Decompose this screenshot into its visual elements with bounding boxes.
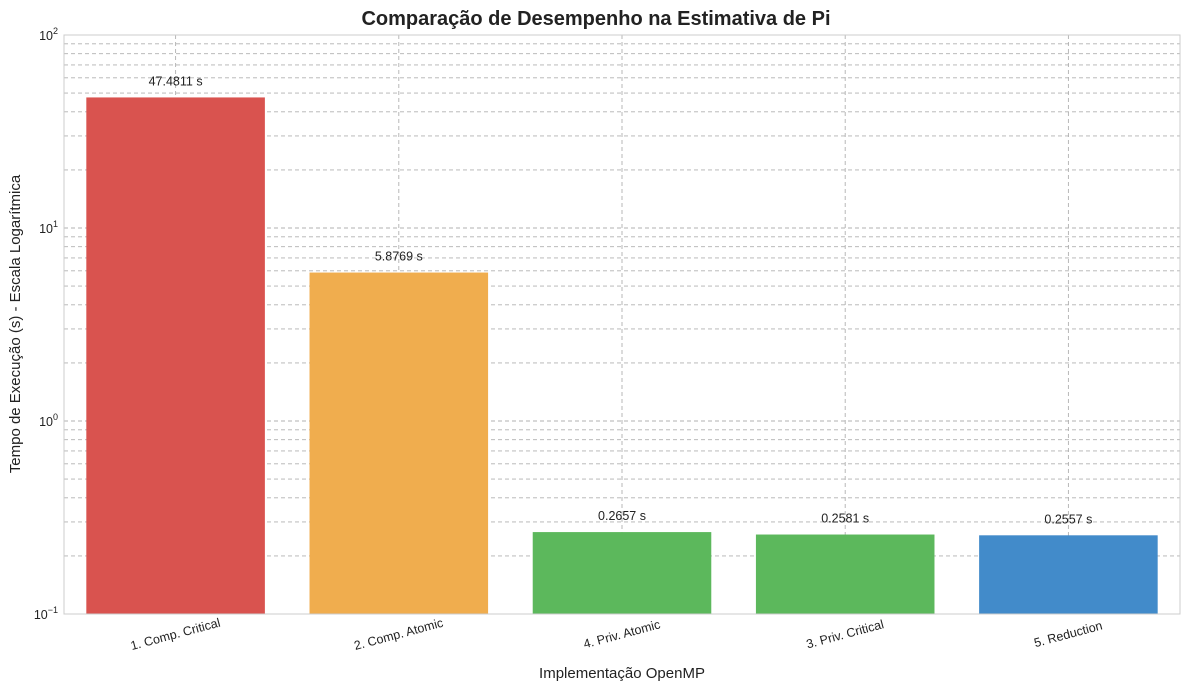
x-tick-label: 3. Priv. Critical <box>805 617 886 651</box>
chart-title: Comparação de Desempenho na Estimativa d… <box>361 8 830 30</box>
y-tick: 102 <box>39 26 58 43</box>
y-tick: 100 <box>39 412 58 429</box>
x-tick-layer: 1. Comp. Critical 2. Comp. Atomic 4. Priv.… <box>129 616 1104 653</box>
bar <box>86 97 265 614</box>
y-tick-label: 102 <box>39 26 58 43</box>
y-tick: 101 <box>39 219 58 236</box>
x-tick-label: 5. Reduction <box>1033 618 1104 650</box>
x-tick-label: 1. Comp. Critical <box>129 616 222 653</box>
y-tick: 10−1 <box>34 605 58 622</box>
y-tick-label: 10−1 <box>34 605 58 622</box>
x-tick-label: 2. Comp. Atomic <box>353 616 445 653</box>
y-axis-label: Tempo de Execução (s) - Escala Logarítmi… <box>7 174 24 473</box>
bar <box>755 534 935 614</box>
data-label-layer: 47.4811 s 5.8769 s 0.2657 s 0.2581 s 0.2557 … <box>149 74 1093 526</box>
bar <box>532 532 712 614</box>
x-tick-label: 4. Priv. Atomic <box>582 617 662 651</box>
bar-layer <box>86 97 1158 614</box>
y-tick-label: 101 <box>39 219 58 236</box>
bar <box>309 272 489 614</box>
bar-value-label: 0.2581 s <box>821 512 869 526</box>
bar-value-label: 0.2657 s <box>598 509 646 523</box>
plot-frame <box>63 34 1181 615</box>
y-tick-layer: 10−1 100 101 102 <box>34 26 58 622</box>
bar-value-label: 47.4811 s <box>149 74 203 88</box>
bar <box>979 535 1158 614</box>
y-tick-label: 100 <box>39 412 58 429</box>
bar-value-label: 0.2557 s <box>1044 512 1092 526</box>
x-axis-label: Implementação OpenMP <box>539 665 705 682</box>
bar-value-label: 5.8769 s <box>375 250 423 264</box>
